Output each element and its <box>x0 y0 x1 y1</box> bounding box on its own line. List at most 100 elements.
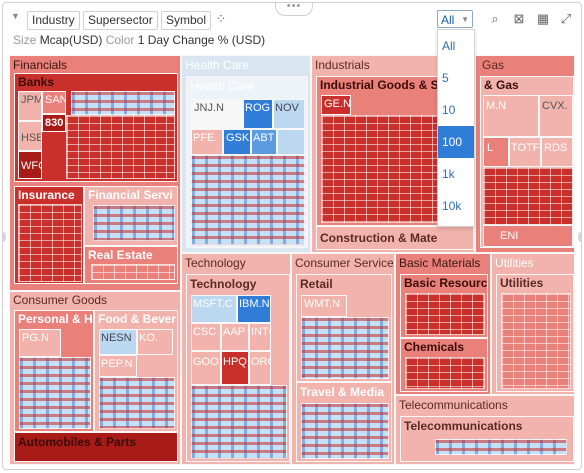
dropdown-option-10k[interactable]: 10k <box>442 199 462 213</box>
tile-830[interactable]: 830 <box>42 114 66 132</box>
table-view-icon[interactable]: ▦ <box>536 11 550 26</box>
industry-button[interactable]: Industry <box>27 11 80 30</box>
dropdown-option-all[interactable]: All <box>442 39 456 53</box>
dropdown-option-10[interactable]: 10 <box>442 103 456 117</box>
tile-xom[interactable]: M.N <box>483 95 539 137</box>
group-label-chemicals: Chemicals <box>404 340 465 354</box>
tile-csc[interactable]: CSC <box>191 323 221 351</box>
group-insurance[interactable]: Insurance <box>14 186 84 284</box>
tile-rds[interactable]: RDS <box>541 137 573 167</box>
sector-label-consumer-goods: Consumer Goods <box>13 293 108 307</box>
tile-aap[interactable]: AAP <box>221 323 249 351</box>
tile-intc[interactable]: INTC <box>249 323 271 351</box>
group-food-beverage[interactable]: Food & Bever NESN KO. PEP.N <box>94 310 178 432</box>
group-banks[interactable]: Banks JPM SAN 830 HSE WFC <box>14 73 178 182</box>
group-label-technology: Technology <box>190 277 257 291</box>
sector-financials[interactable]: Financials Banks JPM SAN 830 HSE WFC Ins… <box>9 55 181 291</box>
group-label-food: Food & Bever <box>98 312 177 326</box>
sector-label-utilities: Utilities <box>495 256 534 270</box>
right-resize-handle[interactable] <box>578 232 581 242</box>
tile-health-care-other[interactable] <box>277 129 305 155</box>
financial-services-small-tiles <box>93 205 175 241</box>
health-care-small-tiles <box>191 155 305 245</box>
personal-small-tiles <box>19 357 91 429</box>
supersector-button[interactable]: Supersector <box>83 11 158 30</box>
chemicals-small-tiles <box>405 357 485 389</box>
group-label-insurance: Insurance <box>18 188 75 202</box>
tile-msft[interactable]: MSFT.C <box>191 295 237 323</box>
group-personal-household[interactable]: Personal & H PG.N <box>14 310 94 432</box>
dropdown-option-100[interactable]: 100 <box>438 126 474 158</box>
tile-jnj[interactable]: JNJ.N <box>191 99 243 129</box>
group-label-personal: Personal & H <box>18 312 93 326</box>
top-n-filter-select[interactable]: All ▼ <box>437 10 473 28</box>
sector-label-technology: Technology <box>185 256 246 270</box>
tile-gsk[interactable]: GSK <box>223 129 251 155</box>
sector-telecom[interactable]: Telecommunications Telecommunications <box>395 395 575 465</box>
tile-pfe[interactable]: PFE. <box>191 129 223 155</box>
group-health-care[interactable]: Health Care JNJ.N ROG NOV PFE. GSK ABT <box>186 76 308 248</box>
group-oil-gas[interactable]: & Gas M.N CVX. L TOTF RDS ENI <box>480 76 574 248</box>
tile-pg[interactable]: PG.N <box>19 329 61 357</box>
sector-utilities[interactable]: Utilities Utilities <box>491 253 575 395</box>
collapse-caret-icon[interactable]: ▼ <box>11 11 20 21</box>
sector-consumer-services[interactable]: Consumer Service Retail WMT.N Travel & M… <box>291 253 395 465</box>
group-construction[interactable]: Construction & Mate <box>316 226 474 250</box>
tile-wfc[interactable]: WFC <box>18 151 42 179</box>
group-basic-resources[interactable]: Basic Resourc <box>400 274 488 338</box>
tile-ko[interactable]: KO. <box>137 329 173 355</box>
group-label-utilities: Utilities <box>500 276 544 290</box>
sector-oil-gas[interactable]: Gas & Gas M.N CVX. L TOTF RDS ENI <box>475 55 575 253</box>
dropdown-option-1k[interactable]: 1k <box>442 167 455 181</box>
group-label-travel: Travel & Media <box>300 385 385 399</box>
group-retail[interactable]: Retail WMT.N <box>296 274 392 382</box>
tile-san[interactable]: SAN <box>42 91 66 114</box>
tile-jpm[interactable]: JPM <box>18 91 42 121</box>
group-real-estate[interactable]: Real Estate <box>84 246 178 284</box>
tile-cvx[interactable]: CVX. <box>539 95 573 137</box>
utilities-small-tiles <box>501 293 571 389</box>
tile-ge[interactable]: GE.N <box>321 95 351 115</box>
search-icon[interactable]: ⌕ <box>491 11 499 26</box>
sector-technology[interactable]: Technology Technology MSFT.C IBM.N CSC A… <box>181 253 291 465</box>
sector-consumer-goods[interactable]: Consumer Goods Personal & H PG.N Food & … <box>9 291 181 465</box>
treemap-layout-icon[interactable]: ⁘ <box>215 11 227 26</box>
tile-nesn[interactable]: NESN <box>99 329 137 355</box>
tile-nov[interactable]: NOV <box>273 99 305 129</box>
tile-rog[interactable]: ROG <box>243 99 273 129</box>
tile-goog[interactable]: GOO <box>191 351 221 385</box>
real-estate-small-tiles <box>91 264 175 280</box>
sector-basic-materials[interactable]: Basic Materials Basic Resourc Chemicals <box>395 253 491 395</box>
tile-wmt[interactable]: WMT.N <box>301 295 347 317</box>
insurance-small-tiles <box>18 204 82 282</box>
sector-label-telecom: Telecommunications <box>399 398 508 412</box>
left-resize-handle[interactable] <box>3 232 6 242</box>
symbol-button[interactable]: Symbol <box>161 11 212 30</box>
tile-eni[interactable]: ENI <box>483 225 573 247</box>
group-travel-media[interactable]: Travel & Media <box>296 382 392 462</box>
group-financial-services[interactable]: Financial Servi <box>84 186 178 246</box>
group-telecom[interactable]: Telecommunications <box>400 416 574 462</box>
tile-hpq[interactable]: HPQ <box>221 351 249 385</box>
sector-health-care[interactable]: Health Care Health Care JNJ.N ROG NOV PF… <box>181 55 311 253</box>
toolbar: ▼ Industry Supersector Symbol ⁘ All ▼ ⌕ … <box>3 3 581 31</box>
tile-hse[interactable]: HSE <box>18 121 42 151</box>
group-technology[interactable]: Technology MSFT.C IBM.N CSC AAP INTC GOO… <box>186 274 290 462</box>
group-label-autos: Automobiles & Parts <box>18 435 137 449</box>
size-color-legend: Size Mcap(USD) Color 1 Day Change % (USD… <box>13 33 265 47</box>
tile-pep[interactable]: PEP.N <box>99 355 137 377</box>
tile-totf[interactable]: TOTF <box>509 137 541 167</box>
group-automobiles[interactable]: Automobiles & Parts <box>14 432 178 462</box>
group-utilities[interactable]: Utilities <box>496 274 574 392</box>
group-chemicals[interactable]: Chemicals <box>400 338 488 392</box>
dropdown-option-5[interactable]: 5 <box>442 71 449 85</box>
tile-l[interactable]: L <box>483 137 509 167</box>
tile-abt[interactable]: ABT <box>251 129 277 155</box>
tile-orcl[interactable]: ORC <box>249 351 271 385</box>
excel-export-icon[interactable]: ⊠ <box>513 11 525 26</box>
banks-small-tiles-top <box>71 91 175 115</box>
expand-icon[interactable]: ⤢ <box>560 11 572 26</box>
tile-ibm[interactable]: IBM.N <box>237 295 271 323</box>
technology-small-tiles <box>191 385 287 459</box>
